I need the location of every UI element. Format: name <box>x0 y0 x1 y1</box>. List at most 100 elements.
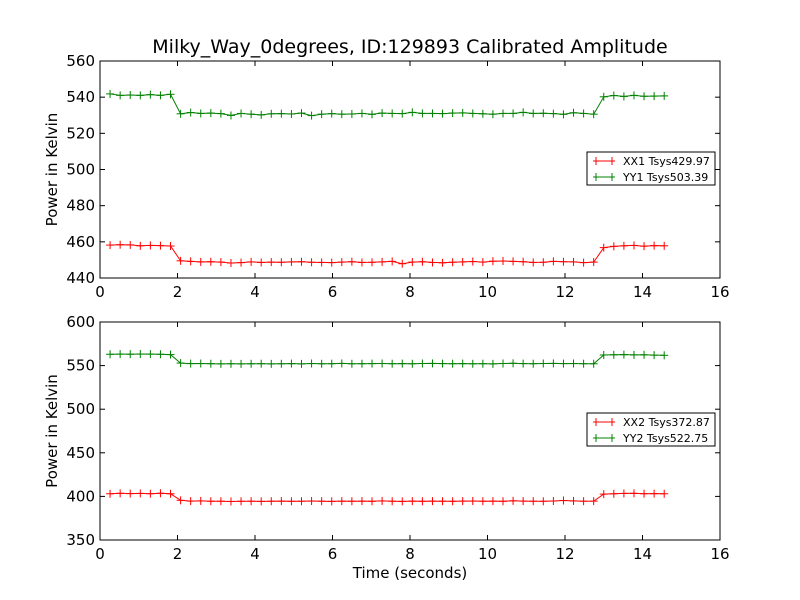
data-point-marker <box>549 359 558 368</box>
data-point-marker <box>378 257 387 266</box>
legend: XX2 Tsys372.87 YY2 Tsys522.75 <box>586 412 716 447</box>
data-point-marker <box>519 497 528 506</box>
top-plot: 0 2 4 6 8 10 12 14 16 440 460 480 500 520 540 560 Power … <box>43 52 730 301</box>
data-point-marker <box>478 109 487 118</box>
data-point-marker <box>196 359 205 368</box>
data-point-marker <box>106 89 115 98</box>
data-point-marker <box>126 240 135 249</box>
data-point-marker <box>307 258 316 267</box>
data-point-marker <box>398 497 407 506</box>
data-point-marker <box>237 497 246 506</box>
data-point-marker <box>448 497 457 506</box>
data-point-marker <box>468 109 477 118</box>
data-point-marker <box>609 489 618 498</box>
data-point-marker <box>277 497 286 506</box>
data-point-marker <box>368 359 377 368</box>
data-point-marker <box>398 259 407 268</box>
data-point-marker <box>136 489 145 498</box>
data-point-marker <box>408 258 417 267</box>
data-point-marker <box>549 497 558 506</box>
data-point-marker <box>307 497 316 506</box>
data-point-marker <box>569 257 578 266</box>
data-point-marker <box>619 350 628 359</box>
data-point-marker <box>186 359 195 368</box>
legend: XX1 Tsys429.97 YY1 Tsys503.39 <box>586 151 716 186</box>
legend-label: YY1 Tsys503.39 <box>622 171 708 184</box>
legend-label: XX2 Tsys372.87 <box>623 416 710 429</box>
data-point-marker <box>660 351 669 360</box>
data-point-marker <box>629 241 638 250</box>
data-point-marker <box>297 497 306 506</box>
data-point-marker <box>156 489 165 498</box>
data-point-marker <box>297 257 306 266</box>
legend-entry: YY1 Tsys503.39 <box>593 171 708 184</box>
data-point-marker <box>206 109 215 118</box>
data-point-marker <box>156 241 165 250</box>
data-point-marker <box>650 351 659 360</box>
data-point-marker <box>499 359 507 368</box>
data-point-marker <box>640 350 649 359</box>
data-point-marker <box>529 258 538 267</box>
data-point-marker <box>408 359 417 368</box>
data-point-marker <box>317 110 326 119</box>
data-point-marker <box>378 359 387 368</box>
x-tick-label: 4 <box>250 545 260 563</box>
x-tick-label: 0 <box>95 283 105 301</box>
data-point-marker <box>126 90 135 99</box>
data-point-marker <box>468 257 477 266</box>
data-point-marker <box>468 497 477 506</box>
data-point-marker <box>337 110 346 119</box>
data-point-marker <box>186 257 195 266</box>
y-tick-label: 400 <box>66 487 95 505</box>
data-point-marker <box>176 496 185 505</box>
data-point-marker <box>589 110 598 119</box>
data-point-marker <box>347 257 356 266</box>
data-point-marker <box>478 497 487 506</box>
legend-entry: XX2 Tsys372.87 <box>593 416 710 429</box>
data-point-marker <box>448 258 457 267</box>
data-point-marker <box>609 350 618 359</box>
data-point-marker <box>488 359 497 368</box>
data-point-marker <box>640 489 649 498</box>
data-point-marker <box>519 359 528 368</box>
data-point-marker <box>448 109 457 118</box>
x-tick-label: 8 <box>405 545 415 563</box>
x-tick-label: 14 <box>633 545 652 563</box>
data-point-marker <box>660 241 669 250</box>
data-point-marker <box>287 109 296 118</box>
data-point-marker <box>579 359 588 368</box>
data-point-marker <box>277 109 286 118</box>
data-point-marker <box>297 359 306 368</box>
data-point-marker <box>146 90 155 99</box>
data-point-marker <box>388 109 397 118</box>
data-point-marker <box>660 91 669 100</box>
data-point-marker <box>146 241 155 250</box>
bottom-plot: 0 2 4 6 8 10 12 14 16 350 400 450 500 550 600 Power in … <box>43 313 730 563</box>
data-point-marker <box>559 496 568 505</box>
data-point-marker <box>337 258 346 267</box>
data-point-marker <box>136 91 145 100</box>
data-point-marker <box>599 92 608 101</box>
data-point-marker <box>408 497 417 506</box>
data-point-marker <box>458 359 467 368</box>
data-point-marker <box>539 497 548 506</box>
y-tick-label: 480 <box>66 197 95 215</box>
data-point-marker <box>287 497 296 506</box>
data-point-marker <box>539 359 548 368</box>
data-point-marker <box>156 350 165 359</box>
data-point-marker <box>488 110 497 119</box>
data-point-marker <box>509 257 518 266</box>
data-point-marker <box>499 109 507 118</box>
data-point-marker <box>247 359 256 368</box>
data-point-marker <box>468 359 477 368</box>
data-point-marker <box>509 359 518 368</box>
data-point-marker <box>408 108 417 117</box>
data-point-marker <box>136 350 145 359</box>
data-point-marker <box>327 497 336 506</box>
data-point-marker <box>196 496 205 505</box>
x-tick-label: 8 <box>405 283 415 301</box>
data-point-marker <box>569 496 578 505</box>
data-point-marker <box>166 350 175 359</box>
legend-entry: XX1 Tsys429.97 <box>593 155 710 168</box>
x-tick-label: 10 <box>478 283 497 301</box>
